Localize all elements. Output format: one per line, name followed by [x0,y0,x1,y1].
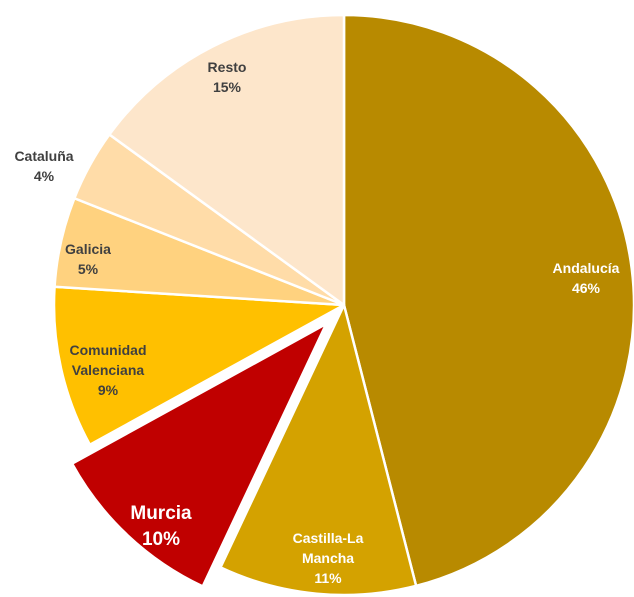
slice-value: 10% [141,529,181,550]
slice-label: Cataluña 4% [4,146,84,186]
slice-value: 5% [77,261,99,277]
slice-name: Andalucía [552,260,620,276]
slice-label: Murcia 10% [106,501,216,553]
slice-label: Galicia 5% [48,239,128,279]
slice-label: Comunidad Valenciana 9% [53,340,163,400]
pie-slice [70,322,328,588]
slice-value: 11% [314,570,342,586]
pie-slice [108,13,346,307]
slice-value: 4% [33,168,55,184]
slice-value: 15% [212,79,242,95]
slice-label: Andalucía 46% [541,258,631,298]
slice-name: Galicia [65,241,111,257]
slice-label: Resto 15% [187,57,267,97]
pie-slice [219,303,418,597]
slice-name: Murcia [130,503,192,524]
pie-slice [52,285,346,446]
pie-slice [342,13,634,588]
slice-label: Castilla-La Mancha 11% [278,528,378,588]
slice-name: Comunidad Valenciana [69,342,147,378]
slice-value: 9% [97,382,119,398]
slice-name: Cataluña [14,148,74,164]
slice-name: Castilla-La Mancha [292,530,364,566]
slice-name: Resto [207,59,247,75]
slice-value: 46% [571,280,601,296]
